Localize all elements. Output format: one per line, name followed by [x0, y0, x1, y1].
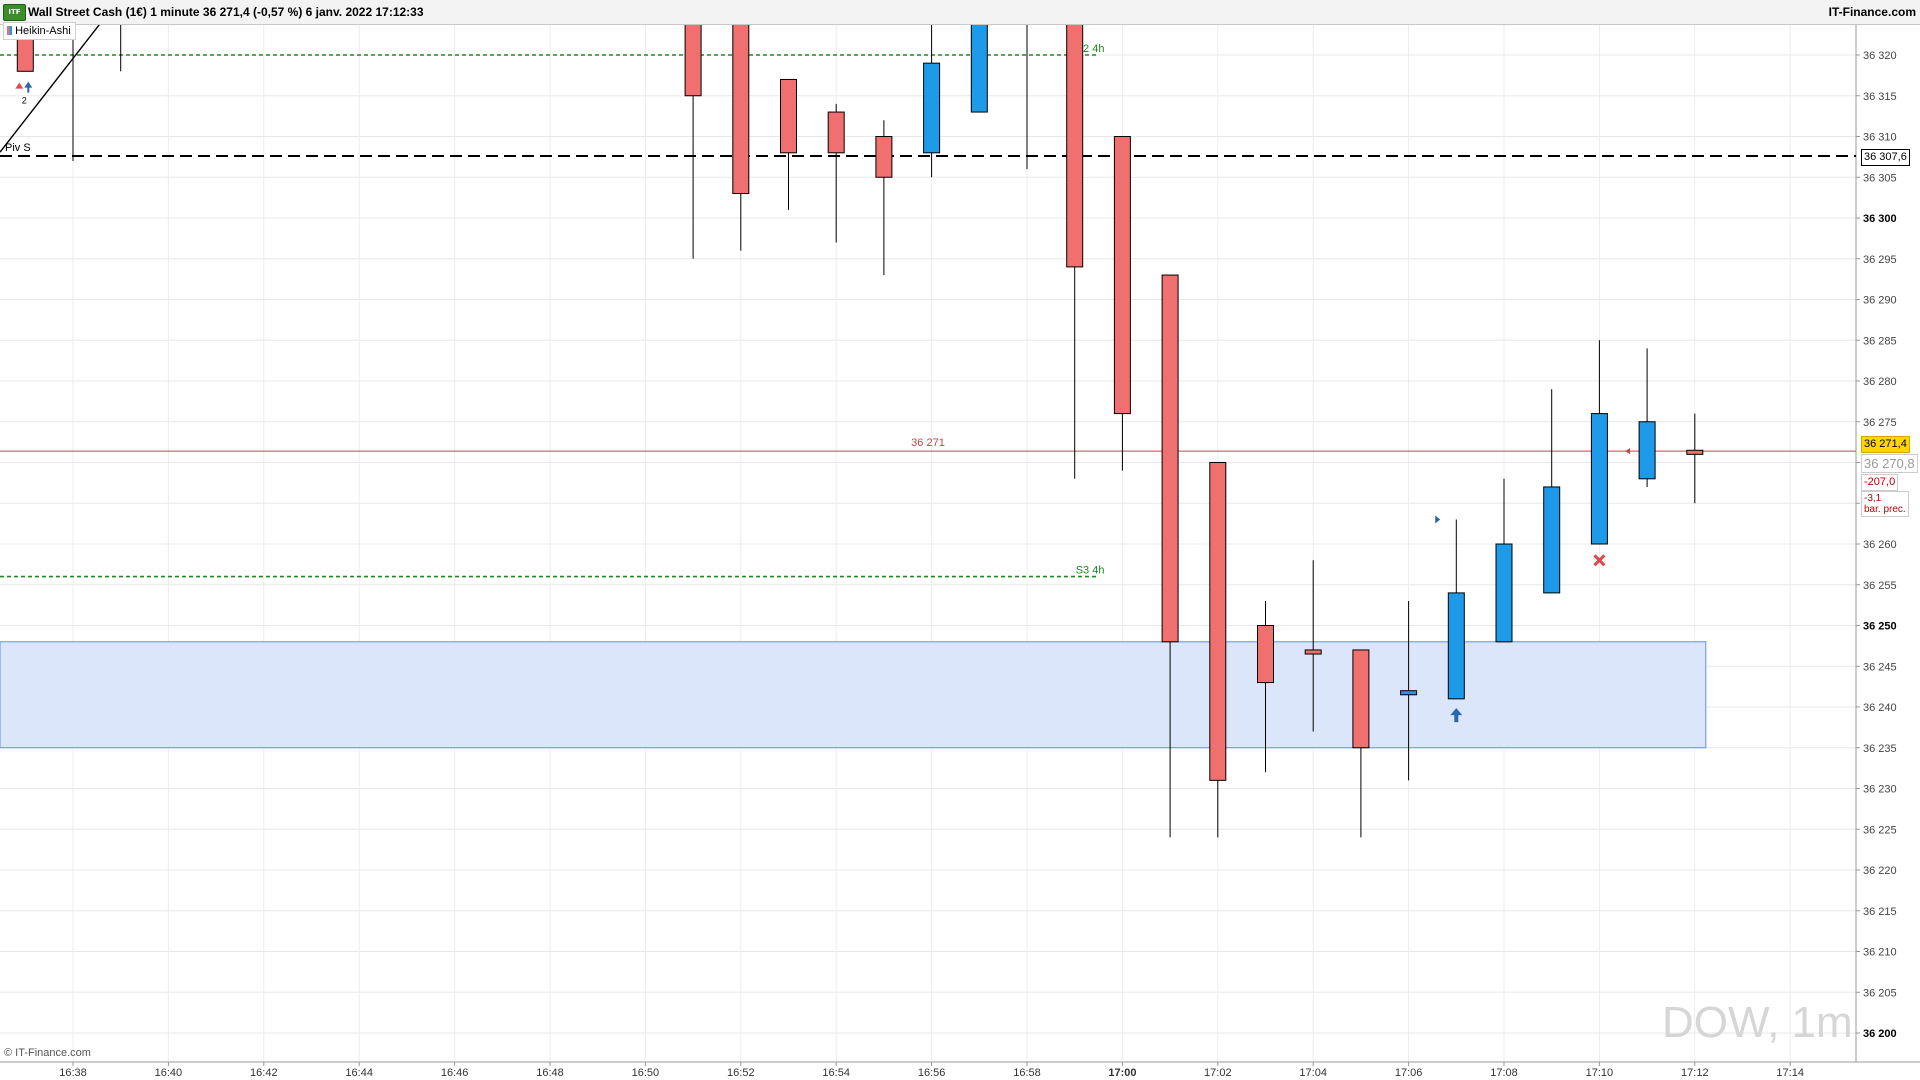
candle-bull: [1638, 421, 1656, 480]
y-tick-label: 36 275: [1863, 417, 1897, 429]
candle-bull: [1447, 592, 1465, 700]
chart-style-badge[interactable]: Heikin-Ashi: [3, 22, 76, 40]
candle-bear: [1304, 649, 1322, 655]
instrument-watermark: DOW, 1m: [1662, 998, 1853, 1047]
y-tick-label: 36 230: [1863, 784, 1897, 796]
y-tick-label: 36 235: [1863, 743, 1897, 755]
chart-style-label: Heikin-Ashi: [15, 25, 71, 37]
prev-bar-tag: -3,1 bar. prec.: [1861, 491, 1909, 517]
y-tick-label: 36 200: [1863, 1028, 1897, 1040]
x-tick-label: 16:54: [822, 1067, 850, 1079]
x-tick-label: 17:06: [1395, 1067, 1423, 1079]
candle-bear: [1161, 274, 1179, 643]
title-bar: ITF Wall Street Cash (1€) 1 minute 36 27…: [0, 0, 1920, 25]
y-tick-label: 36 285: [1863, 335, 1897, 347]
x-tick-label: 16:48: [536, 1067, 564, 1079]
candle-bull: [1495, 543, 1513, 643]
signal-up-icon: [24, 81, 33, 93]
x-tick-label: 16:58: [1013, 1067, 1041, 1079]
y-tick-label: 36 295: [1863, 254, 1897, 266]
candle-bull: [1590, 413, 1608, 545]
x-tick-label: 17:04: [1299, 1067, 1327, 1079]
y-tick-label: 36 315: [1863, 91, 1897, 103]
candle-bear: [780, 78, 797, 154]
window-title: Wall Street Cash (1€) 1 minute 36 271,4 …: [28, 5, 424, 19]
candle-bear: [1686, 449, 1704, 455]
x-tick-label: 17:12: [1681, 1067, 1709, 1079]
y-tick-label: 36 250: [1863, 621, 1897, 633]
candle-bear: [1113, 136, 1131, 415]
x-tick-label: 16:44: [345, 1067, 373, 1079]
signal-down-icon: [15, 82, 24, 89]
candle-bull: [1400, 690, 1418, 696]
y-tick-label: 36 260: [1863, 539, 1897, 551]
y-tick-label: 36 280: [1863, 376, 1897, 388]
y-tick-label: 36 305: [1863, 172, 1897, 184]
x-tick-label: 16:50: [632, 1067, 660, 1079]
copyright-label: © IT-Finance.com: [4, 1047, 91, 1059]
y-tick-label: 36 255: [1863, 580, 1897, 592]
level-label: Piv S: [5, 142, 31, 154]
x-tick-label: 17:00: [1108, 1067, 1136, 1079]
y-tick-label: 36 210: [1863, 947, 1897, 959]
candle-bear: [684, 23, 702, 97]
prev-bar-label: bar. prec.: [1864, 504, 1906, 515]
buy-signal-arrow-icon: [1450, 708, 1463, 723]
candle-bear: [1209, 462, 1227, 781]
x-tick-label: 16:56: [918, 1067, 946, 1079]
change-tag: -207,0: [1861, 474, 1899, 491]
candle-bear: [1257, 625, 1274, 684]
signal-triangle-icon: [1435, 515, 1441, 524]
y-tick-label: 36 290: [1863, 295, 1897, 307]
y-tick-label: 36 310: [1863, 132, 1897, 144]
x-tick-label: 17:08: [1490, 1067, 1518, 1079]
y-tick-label: 36 300: [1863, 213, 1897, 225]
x-tick-label: 16:52: [727, 1067, 755, 1079]
candle-bull: [1543, 486, 1561, 594]
y-tick-label: 36 225: [1863, 824, 1897, 836]
y-tick-label: 36 240: [1863, 702, 1897, 714]
y-tick-label: 36 245: [1863, 661, 1897, 673]
last-price-tag: 36 271,4: [1861, 436, 1910, 453]
level-label: S3 4h: [1076, 565, 1105, 577]
candle-bear: [827, 111, 845, 154]
y-tick-label: 36 205: [1863, 987, 1897, 999]
x-tick-label: 16:38: [59, 1067, 87, 1079]
prev-bar-change: -3,1: [1864, 493, 1882, 504]
x-tick-label: 17:14: [1776, 1067, 1804, 1079]
x-tick-label: 17:10: [1586, 1067, 1614, 1079]
x-tick-label: 16:46: [441, 1067, 469, 1079]
y-tick-label: 36 220: [1863, 865, 1897, 877]
candle-bear: [875, 136, 893, 178]
pivot-price-tag: 36 307,6: [1861, 149, 1910, 166]
y-tick-label: 36 320: [1863, 50, 1897, 62]
level-label: 36 271: [911, 437, 945, 449]
x-tick-label: 17:02: [1204, 1067, 1232, 1079]
candle-bull: [923, 62, 941, 154]
support-zone: [0, 641, 1707, 749]
candle-bear: [1066, 23, 1084, 268]
candle-bear: [1352, 649, 1370, 749]
candle-bear: [732, 23, 750, 195]
heikin-ashi-swatch-icon: [7, 26, 12, 35]
x-tick-label: 16:42: [250, 1067, 278, 1079]
it-finance-logo-icon: ITF: [3, 4, 26, 21]
candle-bull: [970, 23, 988, 113]
trendline: [0, 0, 120, 153]
signal-count-label: 2: [22, 96, 27, 106]
price-pointer-icon: [1625, 448, 1631, 455]
y-tick-label: 36 215: [1863, 906, 1897, 918]
exit-signal-cross-icon: [1593, 554, 1606, 567]
x-tick-label: 16:40: [155, 1067, 183, 1079]
brand-label: IT-Finance.com: [1828, 5, 1916, 19]
bid-price-tag: 36 270,8: [1861, 454, 1918, 473]
